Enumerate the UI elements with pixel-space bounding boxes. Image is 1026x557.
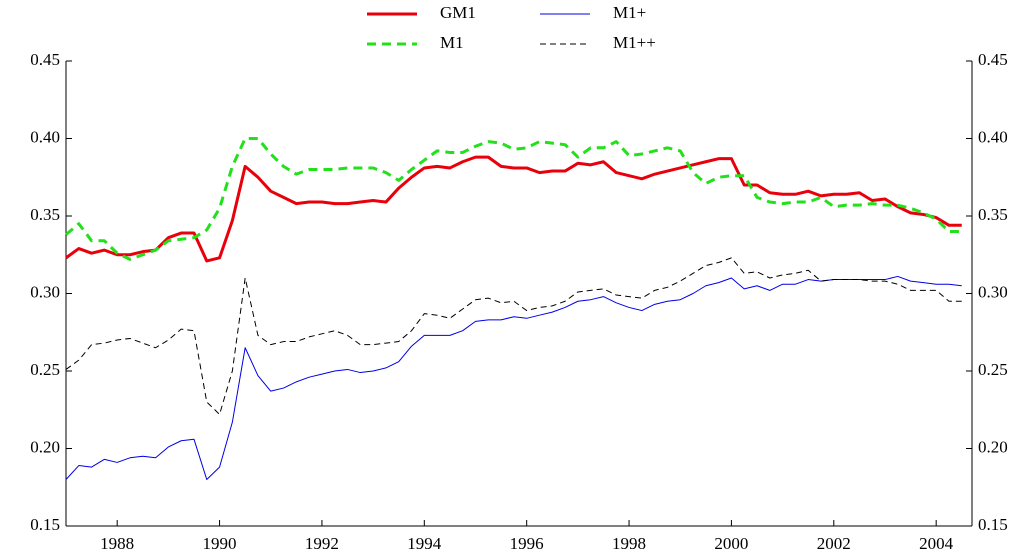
y2-tick-label: 0.20 — [978, 437, 1008, 456]
series-line — [65, 257, 962, 415]
series-line — [65, 155, 962, 263]
legend-label: M1++ — [613, 33, 656, 52]
y-tick-label: 0.45 — [30, 50, 60, 69]
y2-tick-label: 0.25 — [978, 360, 1008, 379]
series-line — [65, 275, 962, 480]
x-tick-label: 1988 — [100, 534, 134, 553]
legend-label: M1 — [440, 33, 464, 52]
y2-tick-label: 0.45 — [978, 50, 1008, 69]
x-tick-label: 1992 — [305, 534, 339, 553]
y-tick-label: 0.15 — [30, 515, 60, 534]
y-tick-label: 0.20 — [30, 437, 60, 456]
x-tick-label: 2004 — [919, 534, 954, 553]
y-tick-label: 0.40 — [30, 127, 60, 146]
y-tick-label: 0.35 — [30, 205, 60, 224]
series-line — [65, 137, 962, 261]
y-tick-label: 0.30 — [30, 282, 60, 301]
y2-tick-label: 0.30 — [978, 282, 1008, 301]
y2-tick-label: 0.40 — [978, 127, 1008, 146]
legend-label: M1+ — [613, 3, 646, 22]
legend-label: GM1 — [440, 3, 476, 22]
y2-tick-label: 0.15 — [978, 515, 1008, 534]
x-tick-label: 2000 — [714, 534, 748, 553]
x-tick-label: 2002 — [817, 534, 851, 553]
y2-tick-label: 0.35 — [978, 205, 1008, 224]
x-tick-label: 1990 — [203, 534, 237, 553]
x-tick-label: 1998 — [612, 534, 646, 553]
x-tick-label: 1996 — [510, 534, 544, 553]
x-tick-label: 1994 — [407, 534, 442, 553]
y-tick-label: 0.25 — [30, 360, 60, 379]
